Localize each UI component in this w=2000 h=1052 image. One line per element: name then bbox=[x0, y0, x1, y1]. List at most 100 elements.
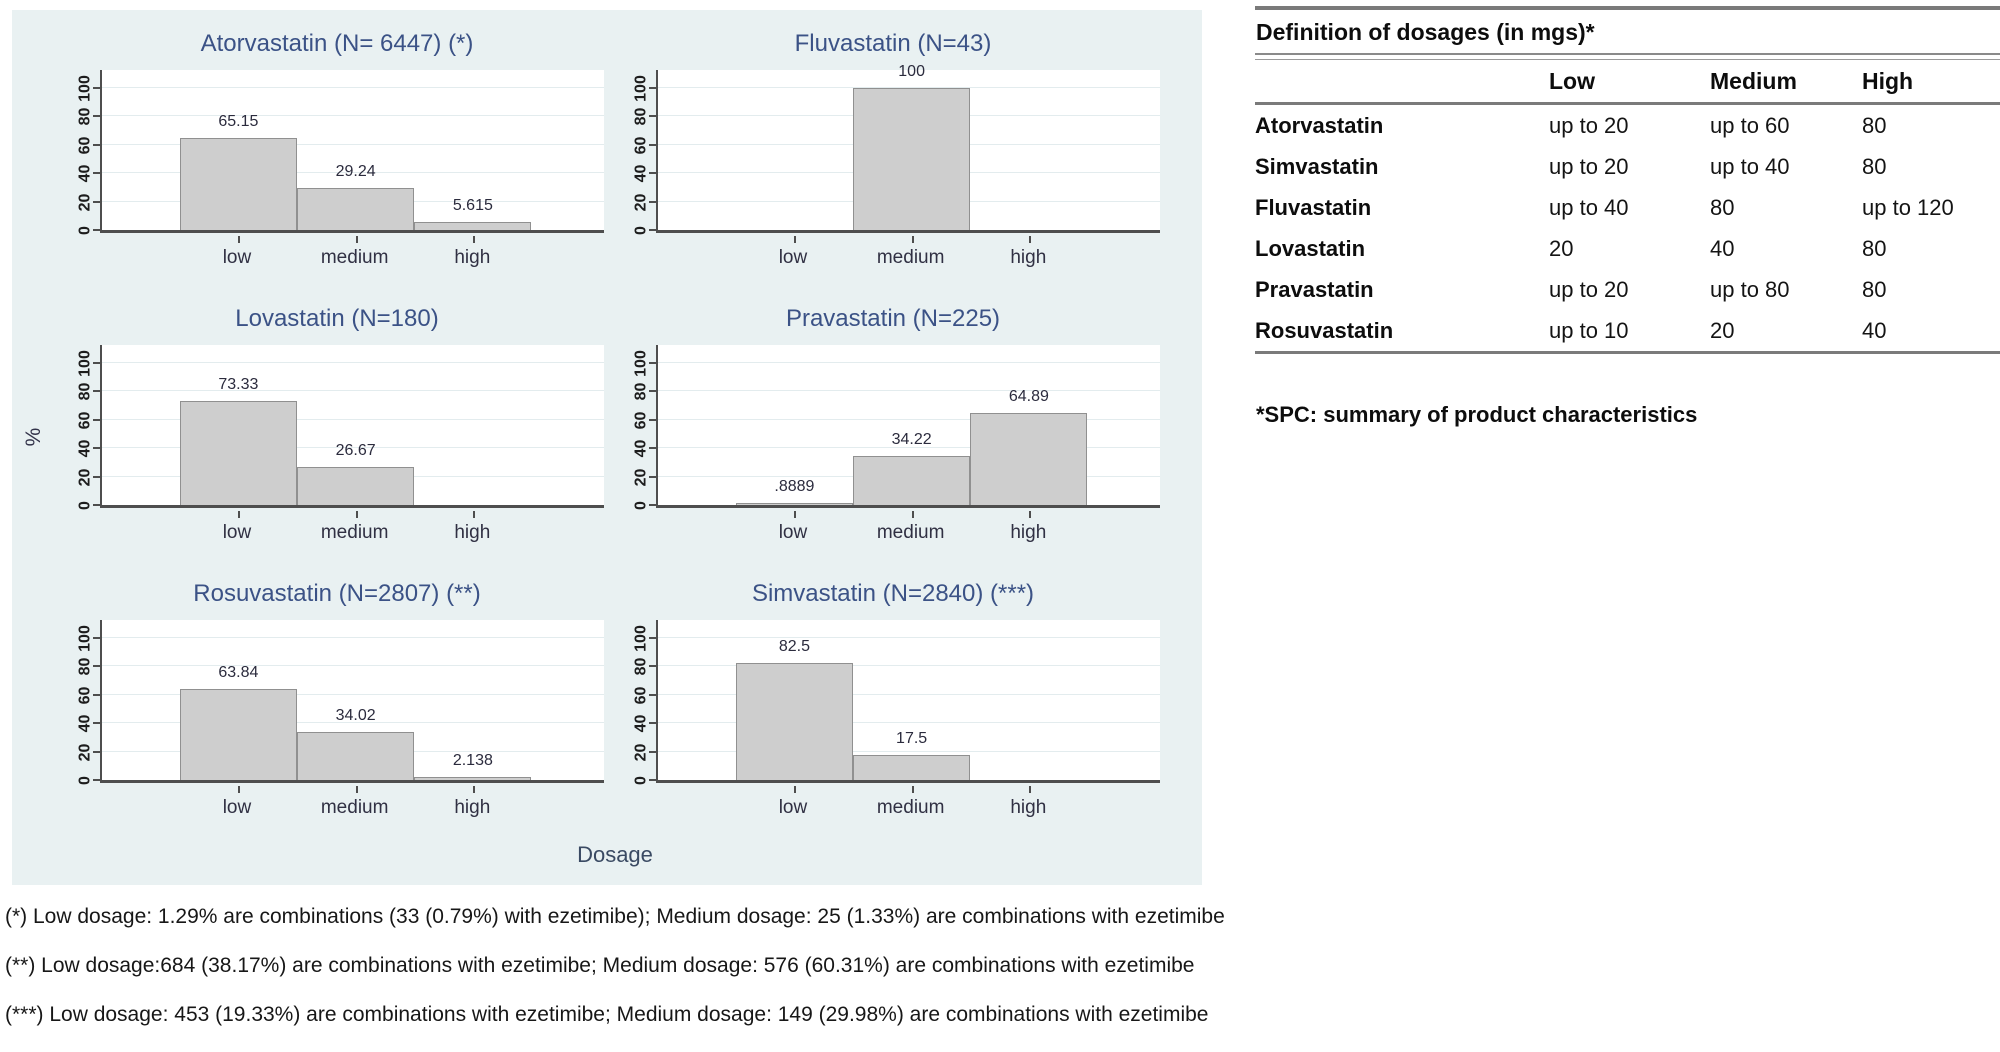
y-tick-mark bbox=[649, 418, 656, 421]
charts-grid: Atorvastatin (N= 6447) (*) 0 20 40 60 80 100 65… bbox=[70, 30, 1160, 823]
y-tick-mark bbox=[93, 200, 100, 203]
y-tick-mark bbox=[93, 447, 100, 450]
bar-medium bbox=[853, 456, 971, 505]
y-tick-label: 40 bbox=[632, 439, 650, 458]
gridline bbox=[658, 447, 1160, 449]
cell-low: up to 40 bbox=[1549, 194, 1629, 220]
y-tick-mark bbox=[93, 87, 100, 89]
x-tick-labels: low medium high bbox=[100, 797, 604, 823]
gridline bbox=[102, 87, 604, 88]
table-row-simvastatin: Simvastatin up to 20 up to 40 80 bbox=[1255, 146, 2000, 187]
x-tick-label: medium bbox=[320, 522, 389, 543]
x-tick-label: high bbox=[454, 247, 491, 268]
bar-medium bbox=[853, 755, 971, 780]
x-tick-label: low bbox=[778, 797, 808, 818]
cell-high: 40 bbox=[1862, 317, 1887, 343]
x-tick-mark bbox=[472, 786, 475, 793]
chart-rosuvastatin: Rosuvastatin (N=2807) (**) 0 20 40 60 80 100 63… bbox=[70, 580, 604, 823]
chart-fluvastatin: Fluvastatin (N=43) 0 20 40 60 80 100 100 low medi… bbox=[626, 30, 1160, 273]
table-rule bbox=[1255, 102, 2000, 105]
y-tick-mark bbox=[93, 418, 100, 421]
gridline bbox=[658, 637, 1160, 638]
chart-title: Simvastatin (N=2840) (***) bbox=[751, 580, 1035, 607]
y-tick-mark bbox=[649, 143, 656, 146]
y-tick-mark bbox=[93, 172, 100, 175]
y-tick-label: 0 bbox=[76, 226, 94, 235]
y-tick-mark bbox=[93, 229, 100, 231]
x-tick-labels: low medium high bbox=[100, 247, 604, 273]
cell-high: 80 bbox=[1862, 153, 1887, 179]
y-tick-mark bbox=[93, 362, 100, 364]
bar-high bbox=[970, 412, 1088, 505]
y-tick-mark bbox=[649, 390, 656, 393]
chart-pravastatin: Pravastatin (N=225) 0 20 40 60 80 100 .8889 34.2… bbox=[626, 305, 1160, 548]
bar-value-label: 5.615 bbox=[452, 197, 493, 215]
bar-high bbox=[414, 776, 532, 780]
x-tick-label: low bbox=[222, 522, 252, 543]
y-tick-mark bbox=[649, 87, 656, 89]
cell-high: up to 120 bbox=[1862, 194, 1954, 220]
y-tick-label: 40 bbox=[76, 164, 94, 183]
y-tick-label: 60 bbox=[632, 686, 650, 705]
y-tick-label: 40 bbox=[632, 164, 650, 183]
gridline bbox=[102, 693, 604, 695]
x-tick-label: low bbox=[778, 247, 808, 268]
gridline bbox=[102, 665, 604, 667]
y-tick-label: 40 bbox=[76, 714, 94, 733]
y-tick-mark bbox=[649, 229, 656, 231]
y-tick-label: 0 bbox=[632, 776, 650, 785]
plot-area: 82.5 17.5 bbox=[656, 620, 1160, 793]
bar-value-label: 64.89 bbox=[1008, 387, 1049, 405]
y-tick-mark bbox=[649, 200, 656, 203]
y-tick-label: 80 bbox=[76, 108, 94, 126]
bar-low bbox=[179, 689, 297, 780]
row-name: Fluvastatin bbox=[1255, 194, 1372, 220]
x-tick-mark bbox=[1028, 236, 1031, 243]
y-tick-label: 20 bbox=[76, 468, 94, 487]
gridline bbox=[658, 665, 1160, 667]
y-tick-label: 100 bbox=[76, 350, 94, 377]
charts-panel: % Atorvastatin (N= 6447) (*) 0 20 40 60 80 100… bbox=[12, 10, 1202, 885]
y-axis: 0 20 40 60 80 100 bbox=[626, 70, 656, 235]
cell-low: up to 20 bbox=[1549, 153, 1629, 179]
bar-value-label: 73.33 bbox=[218, 375, 259, 393]
y-tick-label: 40 bbox=[76, 439, 94, 458]
x-tick-mark bbox=[794, 786, 797, 793]
gridline bbox=[658, 693, 1160, 695]
y-tick-label: 100 bbox=[76, 75, 94, 102]
plot-area: 65.15 29.24 5.615 bbox=[100, 70, 604, 243]
y-tick-mark bbox=[649, 362, 656, 364]
footnote-3: (***) Low dosage: 453 (19.33%) are combi… bbox=[5, 1003, 1209, 1026]
cell-medium: up to 80 bbox=[1710, 276, 1790, 302]
gridline bbox=[102, 390, 604, 392]
dosage-table: Definition of dosages (in mgs)* Low Medi… bbox=[1255, 6, 2000, 428]
y-tick-mark bbox=[93, 390, 100, 393]
chart-lovastatin: Lovastatin (N=180) 0 20 40 60 80 100 73.33 26.67… bbox=[70, 305, 604, 548]
bar-value-label: 34.02 bbox=[335, 706, 376, 724]
plot-area: 63.84 34.02 2.138 bbox=[100, 620, 604, 793]
y-tick-mark bbox=[93, 693, 100, 696]
x-tick-label: high bbox=[1010, 247, 1047, 268]
x-tick-mark bbox=[911, 786, 914, 793]
chart-title: Lovastatin (N=180) bbox=[235, 305, 439, 332]
bar-value-label: 17.5 bbox=[896, 730, 928, 748]
chart-title: Fluvastatin (N=43) bbox=[794, 30, 992, 57]
footnote-1: (*) Low dosage: 1.29% are combinations (… bbox=[5, 905, 1225, 928]
y-tick-label: 60 bbox=[76, 686, 94, 705]
x-tick-mark bbox=[794, 511, 797, 518]
y-tick-label: 80 bbox=[632, 658, 650, 676]
table-header-row: Low Medium High bbox=[1255, 60, 2000, 102]
x-tick-labels: low medium high bbox=[656, 522, 1160, 548]
cell-medium: up to 40 bbox=[1710, 153, 1790, 179]
y-tick-label: 60 bbox=[632, 136, 650, 155]
cell-medium: up to 60 bbox=[1710, 112, 1790, 138]
y-tick-label: 20 bbox=[76, 743, 94, 762]
x-tick-label: medium bbox=[320, 797, 389, 818]
y-axis: 0 20 40 60 80 100 bbox=[70, 345, 100, 510]
y-tick-mark bbox=[93, 779, 100, 781]
cell-medium: 20 bbox=[1710, 317, 1735, 343]
y-tick-label: 80 bbox=[632, 108, 650, 126]
y-tick-label: 60 bbox=[76, 411, 94, 430]
table-row-fluvastatin: Fluvastatin up to 40 80 up to 120 bbox=[1255, 187, 2000, 228]
